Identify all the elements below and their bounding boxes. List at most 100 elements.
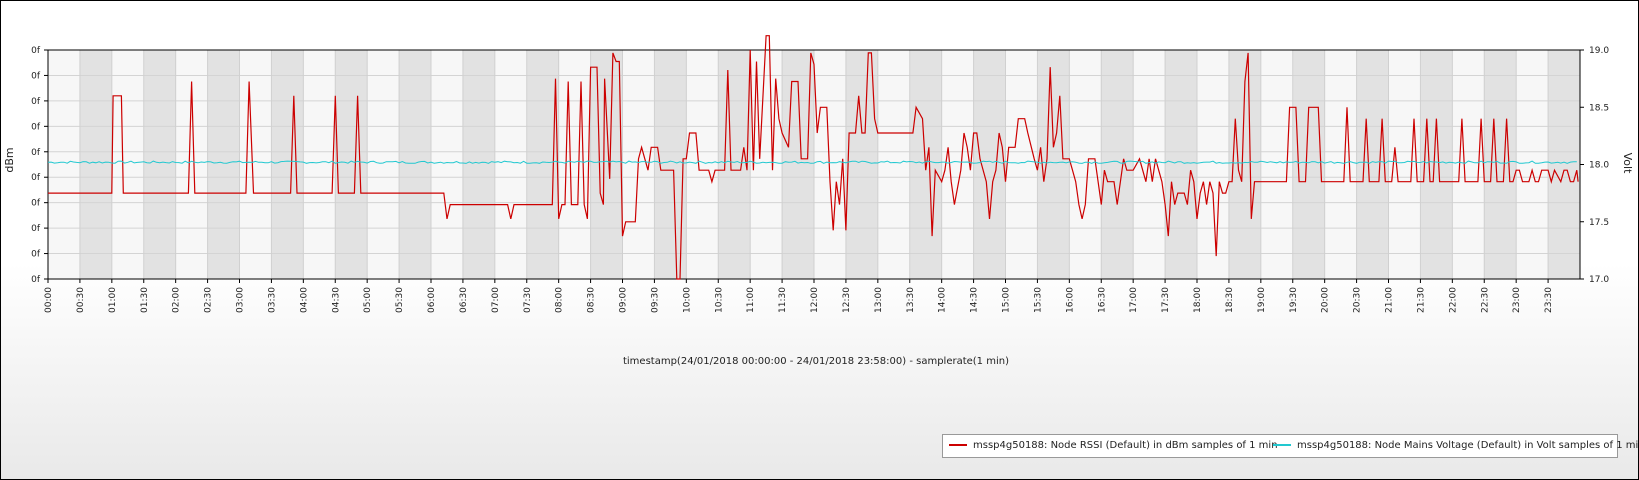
left-tick-label: 0f: [31, 97, 41, 107]
x-tick-label: 03:30: [267, 287, 277, 313]
left-tick-label: 0f: [31, 122, 41, 132]
x-tick-label: 21:00: [1385, 287, 1395, 313]
x-tick-label: 14:30: [970, 287, 980, 313]
x-tick-label: 04:30: [331, 287, 341, 313]
right-tick-label: 17.5: [1589, 218, 1609, 228]
band: [718, 50, 751, 279]
band: [79, 50, 112, 279]
x-tick-label: 02:00: [172, 287, 182, 313]
left-tick-label: 0f: [31, 250, 41, 260]
x-tick-label: 18:00: [1193, 287, 1203, 313]
left-tick-label: 0f: [31, 173, 41, 183]
band: [1165, 50, 1197, 279]
right-tick-label: 18.0: [1589, 161, 1609, 171]
series-line-voltage: [47, 160, 1577, 164]
x-tick-label: 15:00: [1002, 287, 1012, 313]
right-tick-label: 19.0: [1589, 46, 1609, 56]
band: [1101, 50, 1134, 279]
x-tick-label: 22:00: [1448, 287, 1458, 313]
band: [1356, 50, 1389, 279]
x-tick-label: 04:00: [299, 287, 309, 313]
x-tick-label: 17:00: [1129, 287, 1139, 313]
x-tick-label: 19:30: [1289, 287, 1299, 313]
x-tick-label: 02:30: [204, 287, 214, 313]
legend-label-voltage: mssp4g50188: Node Mains Voltage (Default…: [1297, 440, 1639, 451]
band: [845, 50, 878, 279]
x-tick-label: 12:30: [842, 287, 852, 313]
left-axis-label: dBm: [3, 147, 16, 172]
x-tick-label: 20:00: [1321, 287, 1331, 313]
x-tick-label: 03:00: [236, 287, 246, 313]
x-tick-label: 00:30: [76, 287, 86, 313]
x-tick-label: 16:30: [1097, 287, 1107, 313]
band: [1548, 50, 1580, 279]
x-tick-label: 23:00: [1512, 287, 1522, 313]
x-tick-label: 09:30: [650, 287, 660, 313]
x-tick-label: 10:00: [682, 287, 692, 313]
left-tick-label: 0f: [31, 199, 41, 209]
band: [462, 50, 495, 279]
band: [1484, 50, 1517, 279]
x-tick-label: 05:30: [395, 287, 405, 313]
x-tick-label: 14:00: [938, 287, 948, 313]
vertical-grid: [79, 50, 1549, 279]
legend-item-rssi: mssp4g50188: Node RSSI (Default) in dBm …: [949, 440, 1278, 451]
left-tick-label: 0f: [31, 224, 41, 234]
x-tick-label: 11:30: [778, 287, 788, 313]
left-tick-label: 0f: [31, 275, 41, 285]
x-tick-label: 19:00: [1257, 287, 1267, 313]
x-tick-label: 16:00: [1065, 287, 1075, 313]
left-tick-label: 0f: [31, 71, 41, 81]
x-tick-label: 10:30: [714, 287, 724, 313]
x-tick-label: 17:30: [1161, 287, 1171, 313]
x-tick-label: 12:00: [810, 287, 820, 313]
band: [973, 50, 1006, 279]
right-axis-ticks: 17.0 17.5 18.0 18.5 19.0: [1580, 46, 1609, 285]
legend-swatch-voltage: [1273, 444, 1291, 446]
band: [1292, 50, 1325, 279]
x-tick-label: 15:30: [1033, 287, 1043, 313]
x-tick-label: 01:00: [108, 287, 118, 313]
x-tick-label: 07:00: [491, 287, 501, 313]
legend-item-voltage: mssp4g50188: Node Mains Voltage (Default…: [1273, 440, 1639, 451]
x-tick-label: 18:30: [1225, 287, 1235, 313]
band: [271, 50, 304, 279]
x-tick-label: 06:30: [459, 287, 469, 313]
right-tick-label: 18.5: [1589, 103, 1609, 113]
x-axis-ticks: 00:00 00:30 01:00 01:30 02:00 02:30 03:00 03:30…: [44, 279, 1554, 313]
x-axis-label: timestamp(24/01/2018 00:00:00 - 24/01/20…: [623, 356, 1009, 367]
band: [654, 50, 687, 279]
left-tick-label: 0f: [31, 46, 41, 56]
line-chart: 0f 0f 0f 0f 0f 0f 0f 0f 0f 0f 17.0 17.5 18.0 18.5 19.…: [3, 35, 1634, 367]
x-tick-label: 06:00: [427, 287, 437, 313]
series-line-rssi: [48, 35, 1579, 280]
band: [335, 50, 368, 279]
band: [590, 50, 623, 279]
x-tick-label: 08:00: [555, 287, 565, 313]
x-tick-label: 13:30: [906, 287, 916, 313]
legend-swatch-rssi: [949, 444, 967, 446]
legend: mssp4g50188: Node RSSI (Default) in dBm …: [942, 434, 1639, 458]
right-axis-label: Volt: [1621, 153, 1634, 174]
x-tick-label: 20:30: [1353, 287, 1363, 313]
x-tick-label: 21:30: [1416, 287, 1426, 313]
x-tick-label: 11:00: [746, 287, 756, 313]
x-tick-label: 09:00: [619, 287, 629, 313]
x-tick-label: 22:30: [1480, 287, 1490, 313]
right-tick-label: 17.0: [1589, 275, 1609, 285]
band: [1420, 50, 1453, 279]
x-tick-label: 23:30: [1544, 287, 1554, 313]
x-tick-label: 00:00: [44, 287, 54, 313]
series-layer: [47, 35, 1579, 280]
left-tick-label: 0f: [31, 148, 41, 158]
x-tick-label: 05:00: [363, 287, 373, 313]
x-tick-label: 07:30: [523, 287, 533, 313]
band: [399, 50, 431, 279]
x-tick-label: 01:30: [140, 287, 150, 313]
left-axis-ticks: 0f 0f 0f 0f 0f 0f 0f 0f 0f 0f: [31, 46, 48, 285]
band: [143, 50, 176, 279]
x-tick-label: 13:00: [874, 287, 884, 313]
band: [207, 50, 240, 279]
x-tick-label: 08:30: [587, 287, 597, 313]
legend-label-rssi: mssp4g50188: Node RSSI (Default) in dBm …: [973, 440, 1278, 451]
